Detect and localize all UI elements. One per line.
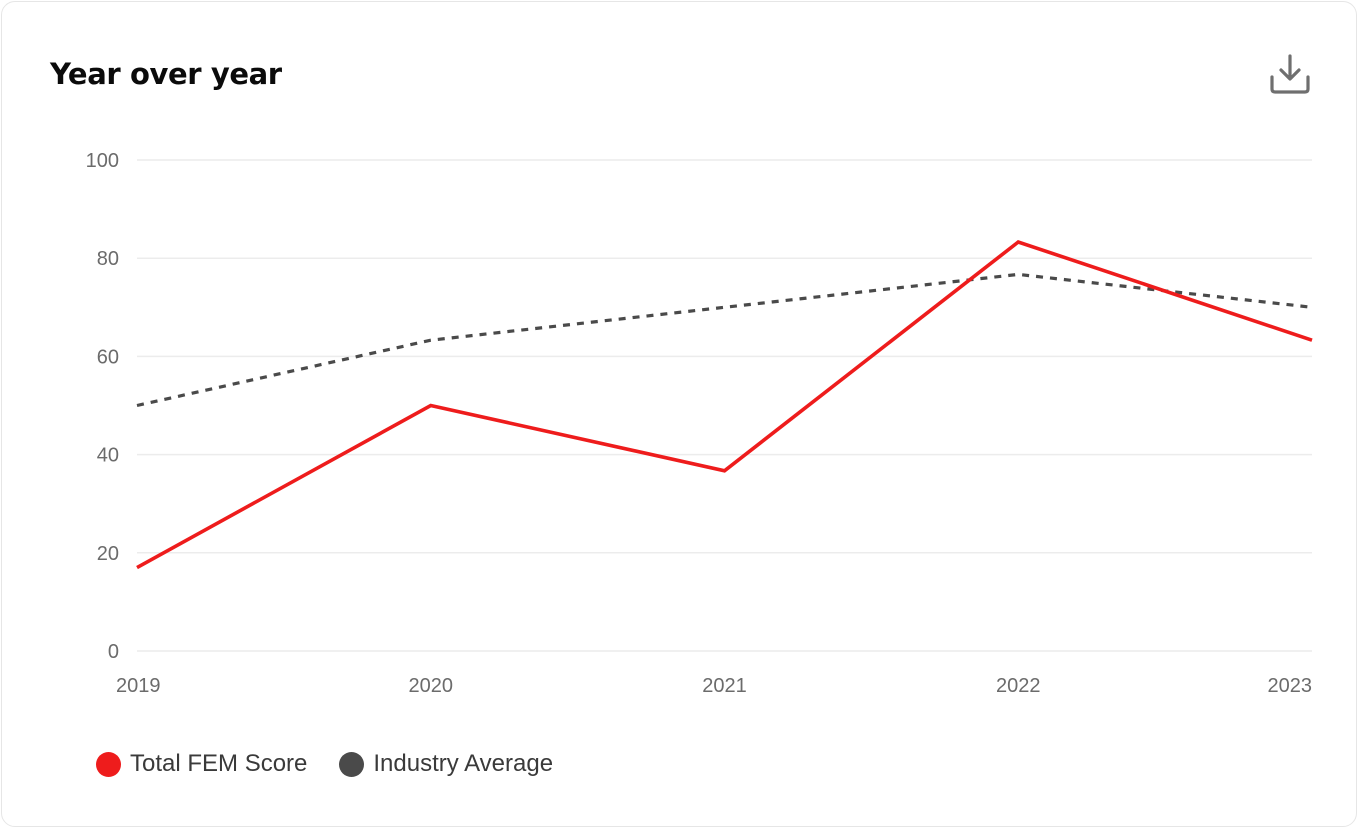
- y-axis: 0 20 40 60 80 100: [86, 150, 119, 663]
- y-tick-label: 0: [108, 641, 119, 663]
- chart-title: Year over year: [50, 57, 282, 91]
- y-tick-label: 20: [97, 543, 119, 565]
- x-tick-label: 2022: [996, 675, 1041, 697]
- x-tick-label: 2019: [116, 675, 161, 697]
- y-tick-label: 40: [97, 445, 119, 467]
- y-tick-label: 80: [97, 248, 119, 270]
- legend-swatch: [96, 751, 121, 777]
- x-tick-label: 2021: [702, 675, 747, 697]
- legend-item-industry-average[interactable]: Industry Average: [339, 750, 553, 778]
- legend-label: Industry Average: [373, 750, 554, 777]
- x-tick-label: 2023: [1268, 675, 1313, 697]
- legend-swatch: [339, 751, 365, 777]
- download-icon: [1270, 54, 1310, 94]
- grid-lines: [137, 159, 1312, 652]
- y-tick-label: 60: [97, 346, 119, 368]
- legend: Total FEM Score Industry Average: [96, 750, 585, 778]
- y-tick-label: 100: [86, 150, 119, 172]
- x-tick-label: 2020: [409, 675, 454, 697]
- series-group: [136, 239, 1313, 570]
- legend-label: Total FEM Score: [130, 750, 308, 777]
- series-line-total-fem-score[interactable]: [136, 239, 1313, 570]
- x-axis: 2019 2020 2021 2022 2023: [116, 675, 1312, 697]
- series-line-industry-average[interactable]: [136, 272, 1313, 408]
- legend-item-total-fem-score[interactable]: Total FEM Score: [96, 750, 307, 778]
- download-button[interactable]: [1266, 50, 1314, 98]
